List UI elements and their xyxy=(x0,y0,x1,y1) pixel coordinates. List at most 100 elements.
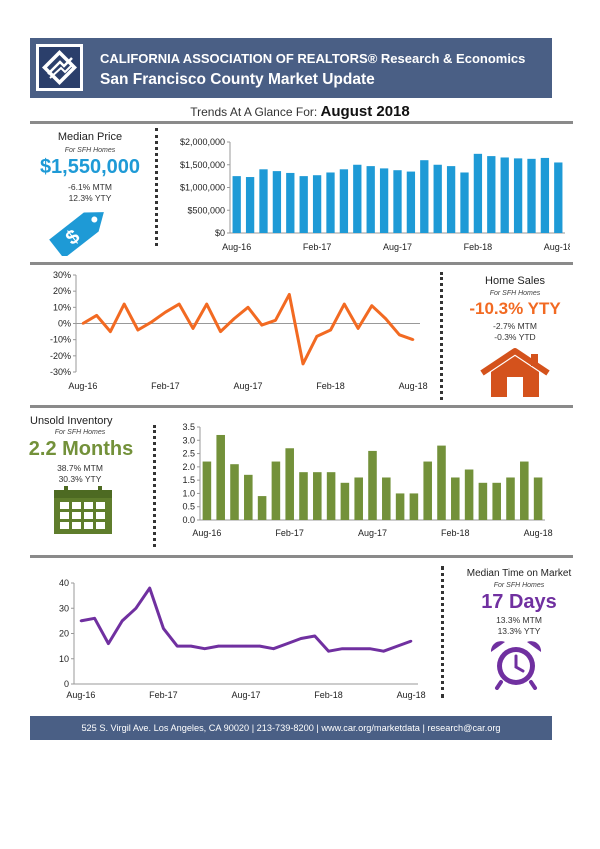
median-price-value: $1,550,000 xyxy=(39,156,141,178)
bar xyxy=(353,164,362,233)
bar xyxy=(478,482,488,520)
bar xyxy=(259,169,268,233)
x-tick-label: Aug-17 xyxy=(358,528,387,538)
bar xyxy=(554,162,563,233)
x-tick-label: Feb-17 xyxy=(303,242,332,252)
data-point xyxy=(81,322,85,325)
data-point xyxy=(354,647,358,650)
bar xyxy=(244,474,253,520)
data-point xyxy=(246,306,250,309)
x-tick-label: Aug-17 xyxy=(233,381,262,391)
data-point xyxy=(409,639,413,643)
data-point xyxy=(203,647,206,650)
data-point xyxy=(148,586,151,590)
data-point xyxy=(274,319,277,322)
alarm-clock-icon xyxy=(490,641,542,690)
data-point xyxy=(396,644,399,648)
y-tick-label: 3.5 xyxy=(182,422,195,432)
data-point xyxy=(411,338,415,341)
median-price-label: Median Price xyxy=(57,131,123,143)
median-price-yty: 12.3% YTY xyxy=(68,193,112,203)
data-point xyxy=(219,330,222,333)
data-point xyxy=(258,644,261,648)
median-price-mtm: -6.1% MTM xyxy=(68,182,112,192)
bar xyxy=(379,168,389,233)
data-point xyxy=(313,634,316,638)
bar xyxy=(368,450,377,520)
data-point xyxy=(233,317,236,320)
data-point xyxy=(260,323,263,327)
data-point xyxy=(109,330,112,333)
bar xyxy=(286,172,295,233)
x-tick-label: Aug-17 xyxy=(383,242,412,252)
y-tick-label: 0.0 xyxy=(182,515,195,525)
y-tick-label: 0.5 xyxy=(182,502,195,512)
data-point xyxy=(176,644,179,648)
bar xyxy=(232,176,241,233)
section-divider xyxy=(30,555,573,558)
bar xyxy=(492,482,501,520)
unsold-inventory-mtm: 38.7% MTM xyxy=(57,463,103,473)
bar xyxy=(202,461,212,520)
bar xyxy=(423,461,432,520)
logo-mark-icon xyxy=(39,47,80,88)
x-tick-label: Feb-18 xyxy=(441,528,470,538)
home-sales-chart: -30% -20% -10% 0% 10% 20% 30% Aug-16 Feb-17 Aug-1… xyxy=(50,270,428,391)
y-tick-label: 0% xyxy=(58,319,71,329)
median-time-value: 17 Days xyxy=(481,591,557,613)
price-tag-icon: $ xyxy=(49,212,104,256)
x-tick-label: Aug-17 xyxy=(231,690,260,700)
section-divider xyxy=(30,405,573,408)
x-tick-label: Aug-18 xyxy=(524,528,553,538)
bar xyxy=(299,176,308,233)
dotted-separator xyxy=(155,128,158,246)
y-tick-label: 0 xyxy=(64,679,69,689)
data-point xyxy=(217,644,220,648)
data-point xyxy=(164,310,167,314)
data-point xyxy=(384,317,387,320)
bar xyxy=(382,477,391,520)
home-sales-mtm: -2.7% MTM xyxy=(493,321,537,331)
footer-bar: 525 S. Virgil Ave. Los Angeles, CA 90020… xyxy=(30,716,552,740)
x-tick-label: Feb-18 xyxy=(464,242,493,252)
median-price-chart: $0 $500,000 $1,000,000 $1,500,000 $2,000,000… xyxy=(180,137,570,252)
bar xyxy=(406,171,416,233)
bar xyxy=(285,448,294,520)
bar xyxy=(420,160,429,233)
x-tick-label: Aug-18 xyxy=(399,381,428,391)
bar xyxy=(446,166,456,233)
data-point xyxy=(79,619,83,623)
data-point xyxy=(398,333,401,337)
data-point xyxy=(107,642,110,645)
data-point xyxy=(205,302,208,306)
y-tick-label: $2,000,000 xyxy=(180,137,225,147)
house-icon xyxy=(480,348,550,397)
data-point xyxy=(286,642,289,645)
dotted-separator xyxy=(153,425,156,547)
y-tick-label: 1.5 xyxy=(182,475,195,485)
y-tick-label: 1.0 xyxy=(182,488,195,498)
bar xyxy=(513,158,523,233)
data-point xyxy=(315,335,318,338)
x-tick-label: Feb-17 xyxy=(149,690,178,700)
bar xyxy=(437,445,446,520)
data-point xyxy=(356,327,360,330)
bar xyxy=(540,157,550,233)
bar xyxy=(366,166,375,233)
series-line xyxy=(82,292,414,366)
x-tick-label: Feb-18 xyxy=(316,381,345,391)
data-point xyxy=(327,649,330,653)
data-point xyxy=(178,302,181,306)
data-point xyxy=(136,328,140,332)
dotted-separator xyxy=(440,272,443,400)
y-tick-label: 20 xyxy=(59,629,69,639)
data-point xyxy=(162,627,165,630)
header-banner: CALIFORNIA ASSOCIATION OF REALTORS® Rese… xyxy=(30,38,552,98)
y-tick-label: 10 xyxy=(59,654,69,664)
home-sales-ytd: -0.3% YTD xyxy=(494,332,536,342)
data-point xyxy=(150,320,153,324)
data-point xyxy=(382,649,385,653)
bar xyxy=(230,464,239,520)
x-tick-label: Aug-18 xyxy=(397,690,426,700)
data-point xyxy=(301,362,305,366)
